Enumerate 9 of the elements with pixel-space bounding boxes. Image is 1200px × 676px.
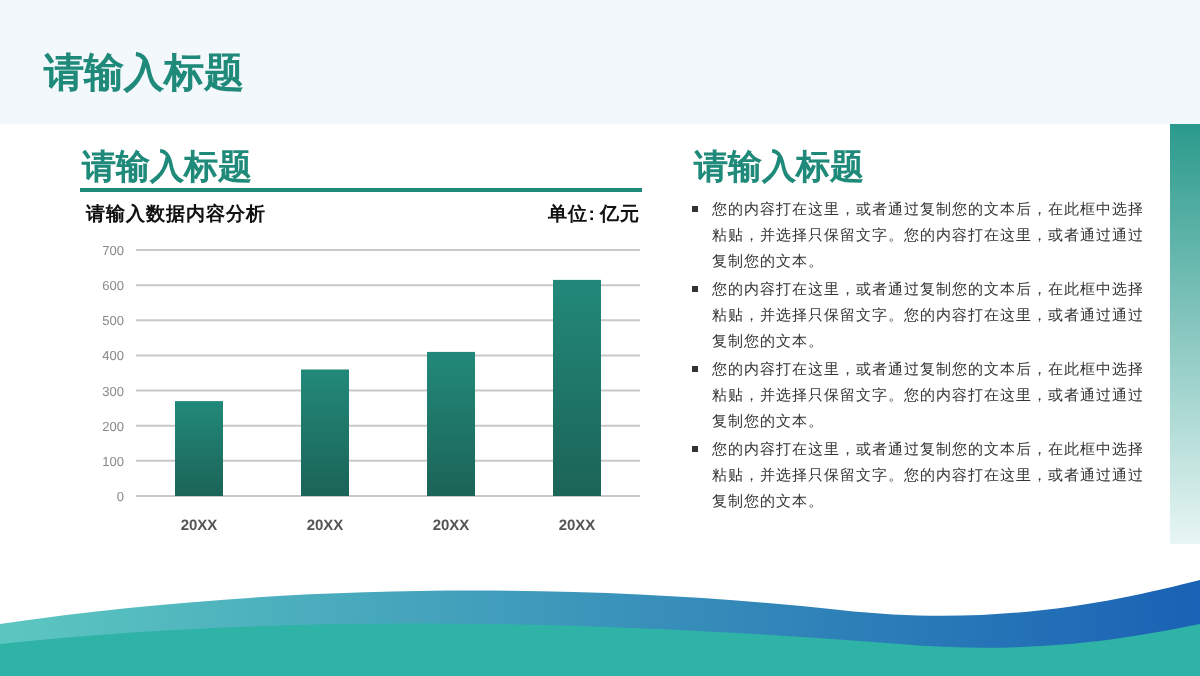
text: 请输入标题 bbox=[694, 146, 864, 190]
chart-title: 请输入标题 bbox=[82, 146, 252, 190]
text: 请输入标题 bbox=[44, 50, 244, 100]
chart-subtitle: 请输入数据内容分析 bbox=[86, 202, 266, 228]
text: 单位: 亿元 bbox=[548, 202, 640, 228]
bar bbox=[427, 351, 475, 496]
bar bbox=[553, 279, 601, 496]
bar bbox=[301, 369, 349, 496]
bar bbox=[175, 401, 223, 496]
